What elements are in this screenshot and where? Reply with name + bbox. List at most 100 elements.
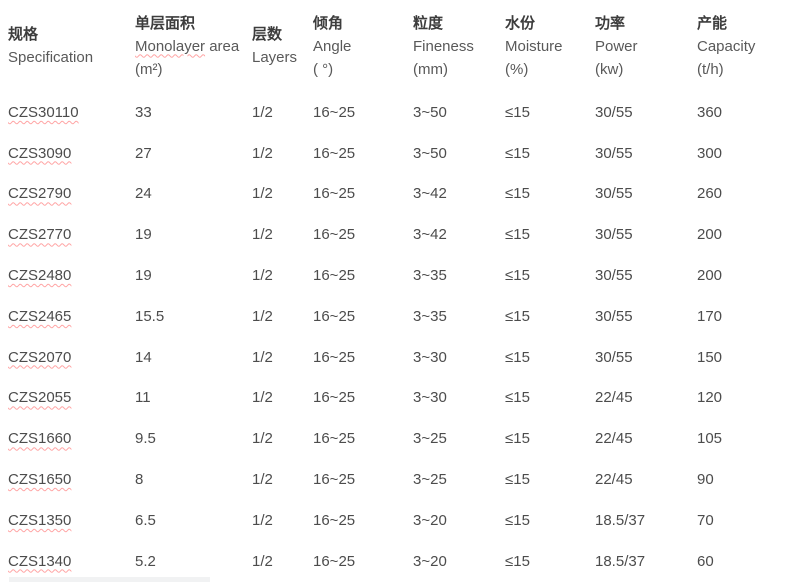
table-body: CZS30110 33 1/2 16~25 3~50 ≤15 30/55 360 CZS3090… bbox=[0, 92, 790, 582]
cell-fineness: 3~20 bbox=[405, 541, 497, 582]
cell-power: 30/55 bbox=[587, 92, 689, 133]
cell-moisture: ≤15 bbox=[497, 500, 587, 541]
column-header-capacity: 产能 Capacity (t/h) bbox=[689, 0, 790, 92]
cell-capacity: 360 bbox=[689, 92, 790, 133]
cell-layers: 1/2 bbox=[244, 174, 305, 215]
cell-fineness: 3~35 bbox=[405, 296, 497, 337]
cell-fineness: 3~25 bbox=[405, 418, 497, 459]
cell-capacity: 105 bbox=[689, 418, 790, 459]
cell-value: 3~35 bbox=[413, 307, 447, 325]
cell-value: 60 bbox=[697, 552, 714, 570]
header-row: 规格 Specification 单层面积 Monolayer area (m²) 层数 L… bbox=[0, 0, 790, 92]
header-en-label: Angle bbox=[313, 35, 405, 58]
cell-power: 30/55 bbox=[587, 255, 689, 296]
cell-power: 30/55 bbox=[587, 296, 689, 337]
table-row: CZS1660 9.5 1/2 16~25 3~25 ≤15 22/45 105 bbox=[0, 418, 790, 459]
cell-angle: 16~25 bbox=[305, 174, 405, 215]
cell-layers: 1/2 bbox=[244, 378, 305, 419]
cell-power: 30/55 bbox=[587, 174, 689, 215]
column-header-moisture: 水份 Moisture (%) bbox=[497, 0, 587, 92]
cell-value: ≤15 bbox=[505, 185, 530, 203]
cell-fineness: 3~35 bbox=[405, 255, 497, 296]
cell-value: ≤15 bbox=[505, 511, 530, 529]
cell-capacity: 150 bbox=[689, 337, 790, 378]
cell-value: 16~25 bbox=[313, 348, 356, 366]
cell-fineness: 3~42 bbox=[405, 214, 497, 255]
cell-value: 16~25 bbox=[313, 430, 356, 448]
cell-value: 300 bbox=[697, 144, 723, 162]
cell-value: 16~25 bbox=[313, 389, 356, 407]
table-row: CZS2770 19 1/2 16~25 3~42 ≤15 30/55 200 bbox=[0, 214, 790, 255]
cell-capacity: 260 bbox=[689, 174, 790, 215]
cell-value: 5.2 bbox=[135, 552, 156, 570]
header-unit-label: (%) bbox=[505, 60, 529, 78]
cell-value: ≤15 bbox=[505, 348, 530, 366]
table-row: CZS1650 8 1/2 16~25 3~25 ≤15 22/45 90 bbox=[0, 459, 790, 500]
spec-code-cell: CZS2770 bbox=[0, 214, 127, 255]
header-en-word: Capacity bbox=[697, 37, 756, 55]
cell-value: 18.5/37 bbox=[595, 552, 646, 570]
cell-capacity: 90 bbox=[689, 459, 790, 500]
cell-layers: 1/2 bbox=[244, 541, 305, 582]
spec-code: CZS3090 bbox=[8, 144, 72, 162]
cell-value: 1/2 bbox=[252, 267, 273, 285]
header-en-label: Specification bbox=[8, 46, 127, 69]
cell-moisture: ≤15 bbox=[497, 92, 587, 133]
cell-value: 16~25 bbox=[313, 226, 356, 244]
header-en-word: Monolayer bbox=[135, 37, 206, 55]
cell-value: 16~25 bbox=[313, 144, 356, 162]
cell-monolayer_area: 11 bbox=[127, 378, 244, 419]
cell-moisture: ≤15 bbox=[497, 378, 587, 419]
cell-value: 3~25 bbox=[413, 471, 447, 489]
cell-value: 19 bbox=[135, 226, 152, 244]
cell-value: 3~30 bbox=[413, 348, 447, 366]
cell-layers: 1/2 bbox=[244, 255, 305, 296]
cell-angle: 16~25 bbox=[305, 500, 405, 541]
cell-value: ≤15 bbox=[505, 430, 530, 448]
cell-power: 30/55 bbox=[587, 133, 689, 174]
spec-code-cell: CZS2790 bbox=[0, 174, 127, 215]
cell-value: 15.5 bbox=[135, 307, 165, 325]
cell-value: ≤15 bbox=[505, 226, 530, 244]
cell-value: 1/2 bbox=[252, 226, 273, 244]
cell-capacity: 60 bbox=[689, 541, 790, 582]
spec-code-cell: CZS2465 bbox=[0, 296, 127, 337]
cell-value: 1/2 bbox=[252, 511, 273, 529]
cell-monolayer_area: 6.5 bbox=[127, 500, 244, 541]
spec-code-cell: CZS2480 bbox=[0, 255, 127, 296]
spec-code-cell: CZS2055 bbox=[0, 378, 127, 419]
spec-code: CZS2465 bbox=[8, 307, 72, 325]
cell-value: 16~25 bbox=[313, 471, 356, 489]
cell-value: 200 bbox=[697, 226, 723, 244]
cell-value: ≤15 bbox=[505, 144, 530, 162]
cell-capacity: 170 bbox=[689, 296, 790, 337]
table-row: CZS2055 11 1/2 16~25 3~30 ≤15 22/45 120 bbox=[0, 378, 790, 419]
cell-power: 30/55 bbox=[587, 214, 689, 255]
cell-value: 19 bbox=[135, 267, 152, 285]
cell-value: ≤15 bbox=[505, 471, 530, 489]
spec-code-cell: CZS2070 bbox=[0, 337, 127, 378]
cell-value: 3~42 bbox=[413, 185, 447, 203]
cell-value: 16~25 bbox=[313, 267, 356, 285]
spec-code: CZS1660 bbox=[8, 430, 72, 448]
spec-code: CZS2770 bbox=[8, 226, 72, 244]
header-en-label: Monolayer area bbox=[135, 35, 244, 58]
cell-value: 3~25 bbox=[413, 430, 447, 448]
cell-value: 1/2 bbox=[252, 144, 273, 162]
spec-code: CZS2070 bbox=[8, 348, 72, 366]
cell-power: 18.5/37 bbox=[587, 500, 689, 541]
cell-angle: 16~25 bbox=[305, 255, 405, 296]
header-zh-label: 粒度 bbox=[413, 14, 444, 32]
cell-moisture: ≤15 bbox=[497, 418, 587, 459]
header-zh-label: 水份 bbox=[505, 14, 536, 32]
cell-value: 1/2 bbox=[252, 430, 273, 448]
cell-angle: 16~25 bbox=[305, 92, 405, 133]
header-en-word: Specification bbox=[8, 49, 94, 66]
cell-value: 22/45 bbox=[595, 471, 633, 489]
cell-moisture: ≤15 bbox=[497, 459, 587, 500]
cell-value: 3~50 bbox=[413, 103, 447, 121]
header-en-label: Fineness bbox=[413, 35, 497, 58]
cell-angle: 16~25 bbox=[305, 337, 405, 378]
cell-capacity: 120 bbox=[689, 378, 790, 419]
